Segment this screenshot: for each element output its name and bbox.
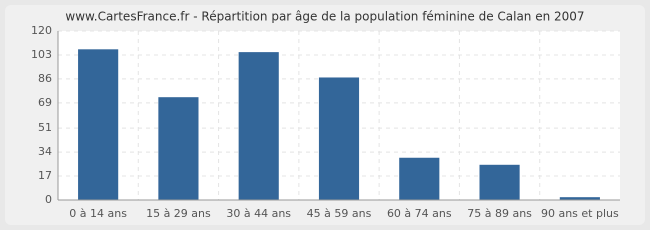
y-tick-label: 51 [38,121,52,134]
y-tick-label: 103 [31,48,52,61]
bar [78,49,119,200]
x-tick-label: 60 à 74 ans [387,207,452,220]
x-tick-label: 90 ans et plus [541,207,619,220]
chart-title: www.CartesFrance.fr - Répartition par âg… [65,10,584,24]
bar [399,157,440,200]
bar [238,52,279,200]
x-tick-label: 0 à 14 ans [69,207,127,220]
x-tick-label: 75 à 89 ans [467,207,532,220]
bar [559,197,600,200]
bar [158,97,199,200]
x-tick-label: 45 à 59 ans [307,207,372,220]
y-tick-label: 0 [45,193,52,206]
chart: www.CartesFrance.fr - Répartition par âg… [0,0,650,230]
bar [318,77,360,200]
y-tick-label: 69 [38,96,52,109]
y-tick-label: 86 [38,72,52,85]
x-tick-label: 30 à 44 ans [226,207,291,220]
y-tick-label: 120 [31,24,52,37]
y-tick-label: 34 [38,145,52,158]
bar [479,164,520,200]
x-tick-label: 15 à 29 ans [146,207,211,220]
y-tick-label: 17 [38,169,52,182]
